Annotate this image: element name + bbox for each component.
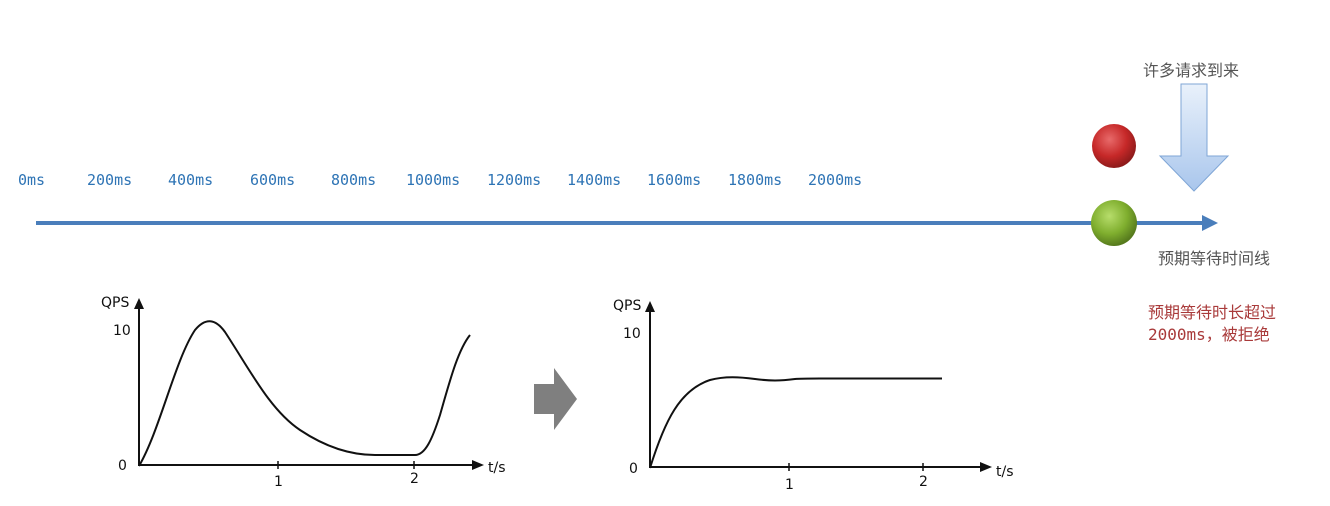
right-qps-curve bbox=[649, 376, 942, 469]
incoming-requests-arrow bbox=[1158, 83, 1230, 192]
left-y-axis-label: QPS bbox=[101, 295, 129, 311]
timeline-label-1600ms: 1600ms bbox=[647, 171, 702, 189]
incoming-requests-label: 许多请求到来 bbox=[1143, 61, 1240, 80]
timeline-label-1800ms: 1800ms bbox=[728, 171, 783, 189]
left-qps-chart: QPS 10 0 1 2 t/s bbox=[101, 295, 506, 490]
timeline-label-0ms: 0ms bbox=[18, 171, 46, 189]
reject-note-line-1: 预期等待时长超过 bbox=[1148, 303, 1277, 322]
timeline-label-1000ms: 1000ms bbox=[406, 171, 461, 189]
waiting-request-ball bbox=[1091, 200, 1137, 246]
timeline-label-1200ms: 1200ms bbox=[487, 171, 542, 189]
right-x-tick-label-2: 2 bbox=[919, 474, 928, 490]
right-qps-chart: QPS 10 0 1 2 t/s bbox=[613, 298, 1014, 493]
timeline-label-800ms: 800ms bbox=[331, 171, 377, 189]
right-x-arrowhead bbox=[980, 462, 992, 472]
right-y-tick-10: 10 bbox=[623, 326, 641, 342]
timeline-label-200ms: 200ms bbox=[87, 171, 133, 189]
right-x-axis-label: t/s bbox=[996, 464, 1014, 480]
left-y-arrowhead bbox=[134, 298, 144, 309]
timeline-label-400ms: 400ms bbox=[168, 171, 214, 189]
left-x-arrowhead bbox=[472, 460, 484, 470]
right-y-axis-label: QPS bbox=[613, 298, 641, 314]
left-x-tick-label-1: 1 bbox=[274, 474, 283, 490]
reject-note: 预期等待时长超过 2000ms，被拒绝 bbox=[1148, 302, 1276, 346]
timeline-label-1400ms: 1400ms bbox=[567, 171, 622, 189]
left-x-tick-label-2: 2 bbox=[410, 471, 419, 487]
right-y-tick-0: 0 bbox=[629, 461, 638, 477]
timeline-arrowhead bbox=[1202, 215, 1218, 231]
left-x-axis-label: t/s bbox=[488, 460, 506, 476]
rejected-request-ball bbox=[1092, 124, 1136, 168]
left-qps-curve bbox=[138, 320, 471, 467]
left-y-tick-10: 10 bbox=[113, 323, 131, 339]
right-x-tick-label-1: 1 bbox=[785, 477, 794, 493]
left-y-tick-0: 0 bbox=[118, 458, 127, 474]
right-y-arrowhead bbox=[645, 301, 655, 312]
expected-wait-label: 预期等待时间线 bbox=[1158, 249, 1271, 268]
timeline-label-600ms: 600ms bbox=[250, 171, 296, 189]
transform-arrow bbox=[534, 368, 577, 430]
reject-note-line-2: 2000ms，被拒绝 bbox=[1148, 325, 1270, 344]
timeline-label-2000ms: 2000ms bbox=[808, 171, 863, 189]
